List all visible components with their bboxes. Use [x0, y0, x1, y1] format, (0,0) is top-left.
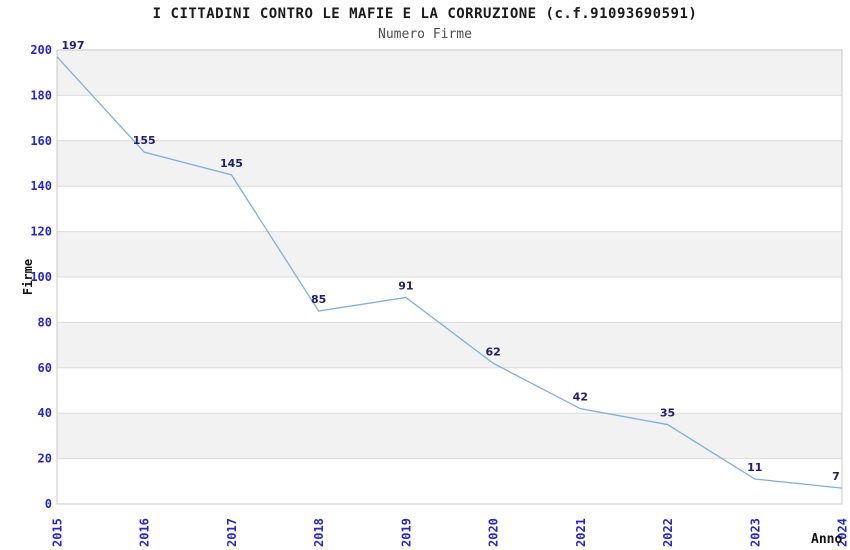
x-tick-label: 2024 [836, 518, 850, 547]
grid-band [57, 140, 842, 187]
y-tick-label: 20 [38, 452, 52, 466]
data-point-label: 62 [485, 345, 500, 358]
y-tick-label: 160 [30, 134, 52, 148]
y-tick-label: 180 [30, 88, 52, 102]
grid-band [57, 322, 842, 368]
y-tick-label: 120 [30, 225, 52, 239]
x-tick-label: 2021 [574, 518, 588, 547]
data-point-label: 145 [220, 157, 243, 170]
x-tick-label: 2015 [51, 518, 65, 547]
y-tick-label: 60 [38, 361, 52, 375]
x-axis-title: Anno [811, 532, 843, 547]
data-point-label: 42 [573, 391, 588, 404]
y-tick-label: 80 [38, 315, 52, 329]
data-point-label: 7 [832, 470, 840, 483]
x-tick-label: 2023 [748, 518, 762, 547]
y-tick-label: 140 [30, 179, 52, 193]
x-tick-label: 2020 [487, 518, 501, 547]
y-axis-title: Firme [21, 258, 35, 296]
data-point-label: 91 [398, 279, 413, 292]
data-point-label: 11 [747, 461, 762, 474]
chart-title: I CITTADINI CONTRO LE MAFIE E LA CORRUZI… [152, 6, 698, 22]
y-tick-label: 0 [45, 497, 52, 511]
y-tick-label: 40 [38, 406, 52, 420]
data-point-label: 197 [62, 39, 85, 52]
series-line [56, 56, 843, 489]
y-tick-label: 200 [30, 43, 52, 57]
x-tick-label: 2022 [661, 518, 675, 547]
data-point-label: 85 [311, 293, 326, 306]
x-tick-label: 2019 [399, 518, 413, 547]
grid-band [57, 413, 842, 459]
grid-band [57, 50, 842, 96]
data-point-label: 35 [660, 407, 675, 420]
x-tick-label: 2018 [312, 518, 326, 547]
chart-subtitle: Numero Firme [378, 27, 472, 42]
grid-band [57, 231, 842, 277]
y-tick-label: 100 [30, 270, 52, 284]
x-tick-label: 2016 [138, 518, 152, 547]
x-tick-label: 2017 [225, 518, 239, 547]
data-point-label: 155 [133, 134, 156, 147]
plot-border [56, 49, 843, 505]
